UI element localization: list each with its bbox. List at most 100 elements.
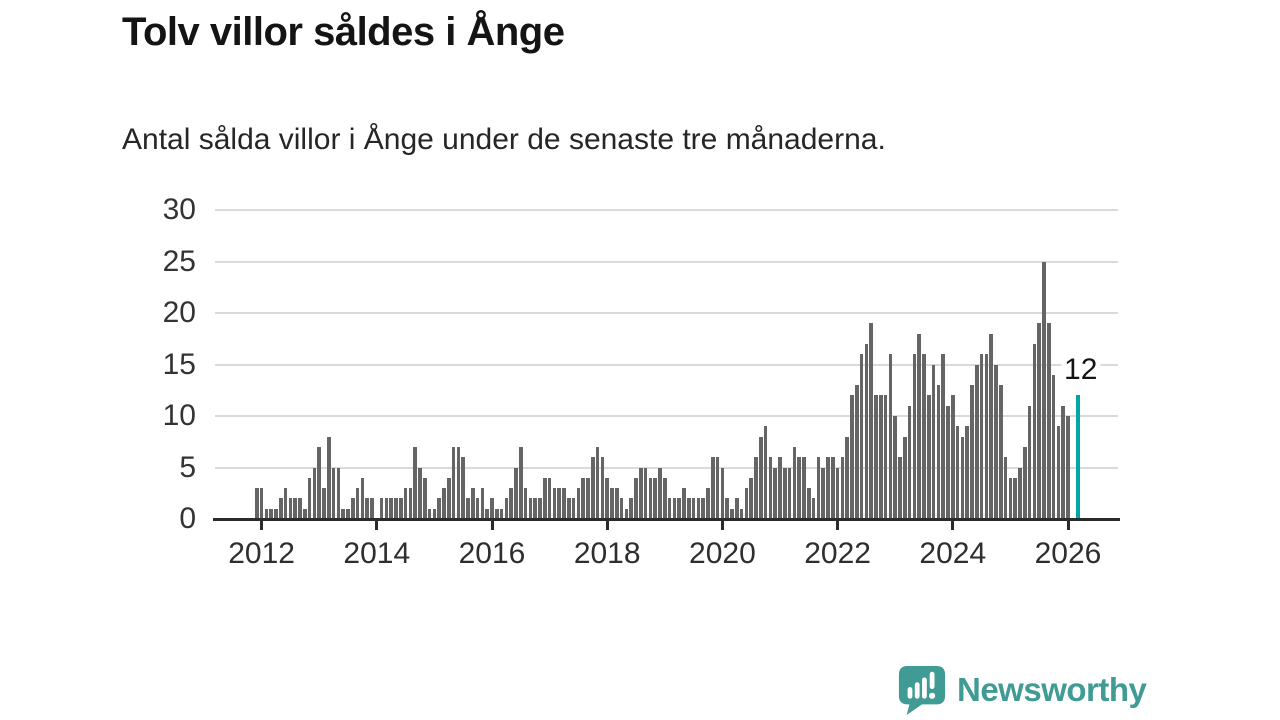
bar: [1056, 426, 1061, 519]
bar: [672, 498, 677, 519]
bar: [423, 477, 427, 519]
bar: [903, 436, 907, 519]
x-tick-label-2024: 2024: [919, 537, 987, 570]
bar: [552, 488, 557, 519]
bar: [643, 467, 648, 519]
x-tick-label-2026: 2026: [1034, 537, 1102, 570]
bar: [840, 457, 845, 519]
bar: [307, 477, 312, 519]
bar: [562, 488, 566, 519]
bar: [432, 508, 437, 519]
bar: [504, 498, 509, 519]
bar: [955, 426, 960, 519]
bar: [965, 426, 969, 519]
bar: [264, 508, 269, 519]
bar: [346, 508, 350, 519]
bar: [528, 498, 533, 519]
bar: [331, 467, 336, 519]
newsworthy-wordmark: Newsworthy: [957, 671, 1147, 708]
bar: [255, 488, 259, 519]
bar: [739, 508, 744, 519]
gridline-10: [215, 415, 1118, 417]
bar: [1061, 405, 1065, 519]
bar: [370, 498, 374, 519]
x-tick-2024: [951, 519, 955, 530]
bar: [936, 385, 941, 519]
bar: [629, 498, 633, 519]
bar: [600, 457, 605, 519]
bar: [807, 488, 811, 519]
bar: [355, 488, 360, 519]
x-tick-label-2020: 2020: [689, 537, 756, 570]
bar: [293, 498, 297, 519]
bar: [379, 498, 384, 519]
bar: [466, 498, 470, 519]
bar: [821, 467, 825, 519]
bar: [682, 488, 686, 519]
bar: [451, 446, 456, 519]
bar: [951, 395, 955, 519]
bar: [744, 488, 749, 519]
bar: [658, 467, 662, 519]
bar: [418, 467, 422, 519]
bar: [1042, 261, 1046, 519]
x-tick-label-2018: 2018: [573, 537, 641, 570]
x-tick-2018: [605, 519, 609, 530]
bar: [879, 395, 883, 519]
bar: [1037, 323, 1041, 519]
y-tick-label-30: 30: [162, 193, 196, 226]
bar: [394, 498, 398, 519]
bar: [735, 498, 739, 519]
bar: [360, 477, 365, 519]
bar: [312, 467, 317, 519]
bar: [907, 405, 912, 519]
bar: [403, 488, 408, 519]
bar: [288, 498, 293, 519]
bar: [725, 498, 729, 519]
bar: [773, 467, 777, 519]
bar: [634, 477, 638, 519]
bar: [677, 498, 681, 519]
bar: [351, 498, 355, 519]
bar: [922, 354, 926, 519]
x-axis-line: [213, 518, 1120, 521]
bar: [754, 457, 758, 519]
bar: [639, 467, 643, 519]
x-tick-2020: [720, 519, 724, 530]
bar: [389, 498, 393, 519]
highlight-bar: [1075, 395, 1081, 519]
bar: [413, 446, 417, 519]
bar: [730, 508, 734, 519]
bar: [648, 477, 653, 519]
bar: [1003, 457, 1008, 519]
bar: [917, 333, 921, 519]
bar: [691, 498, 696, 519]
bar: [778, 457, 782, 519]
bar: [888, 354, 893, 519]
x-tick-2016: [490, 519, 494, 530]
x-tick-2012: [260, 519, 264, 530]
bar: [317, 446, 321, 519]
bar: [624, 508, 629, 519]
bar: [341, 508, 345, 519]
bar: [576, 488, 581, 519]
bar: [994, 364, 998, 519]
bar: [797, 457, 801, 519]
x-tick-2026: [1066, 519, 1070, 530]
bar: [1051, 374, 1056, 519]
bar: [303, 508, 307, 519]
bar: [946, 405, 950, 519]
bar: [384, 498, 389, 519]
bar: [571, 498, 576, 519]
bar: [869, 323, 873, 519]
plot-area: 0 5 10 15 20 25 30 2012 2014 2016 2018 2020 2022 202…: [163, 195, 1120, 570]
highlight-value-label: 12: [1061, 353, 1101, 388]
bar: [811, 498, 816, 519]
bar: [663, 477, 667, 519]
x-tick-2022: [836, 519, 840, 530]
bar: [941, 354, 945, 519]
bar: [1023, 446, 1027, 519]
bar: [720, 467, 725, 519]
bar: [960, 436, 965, 519]
